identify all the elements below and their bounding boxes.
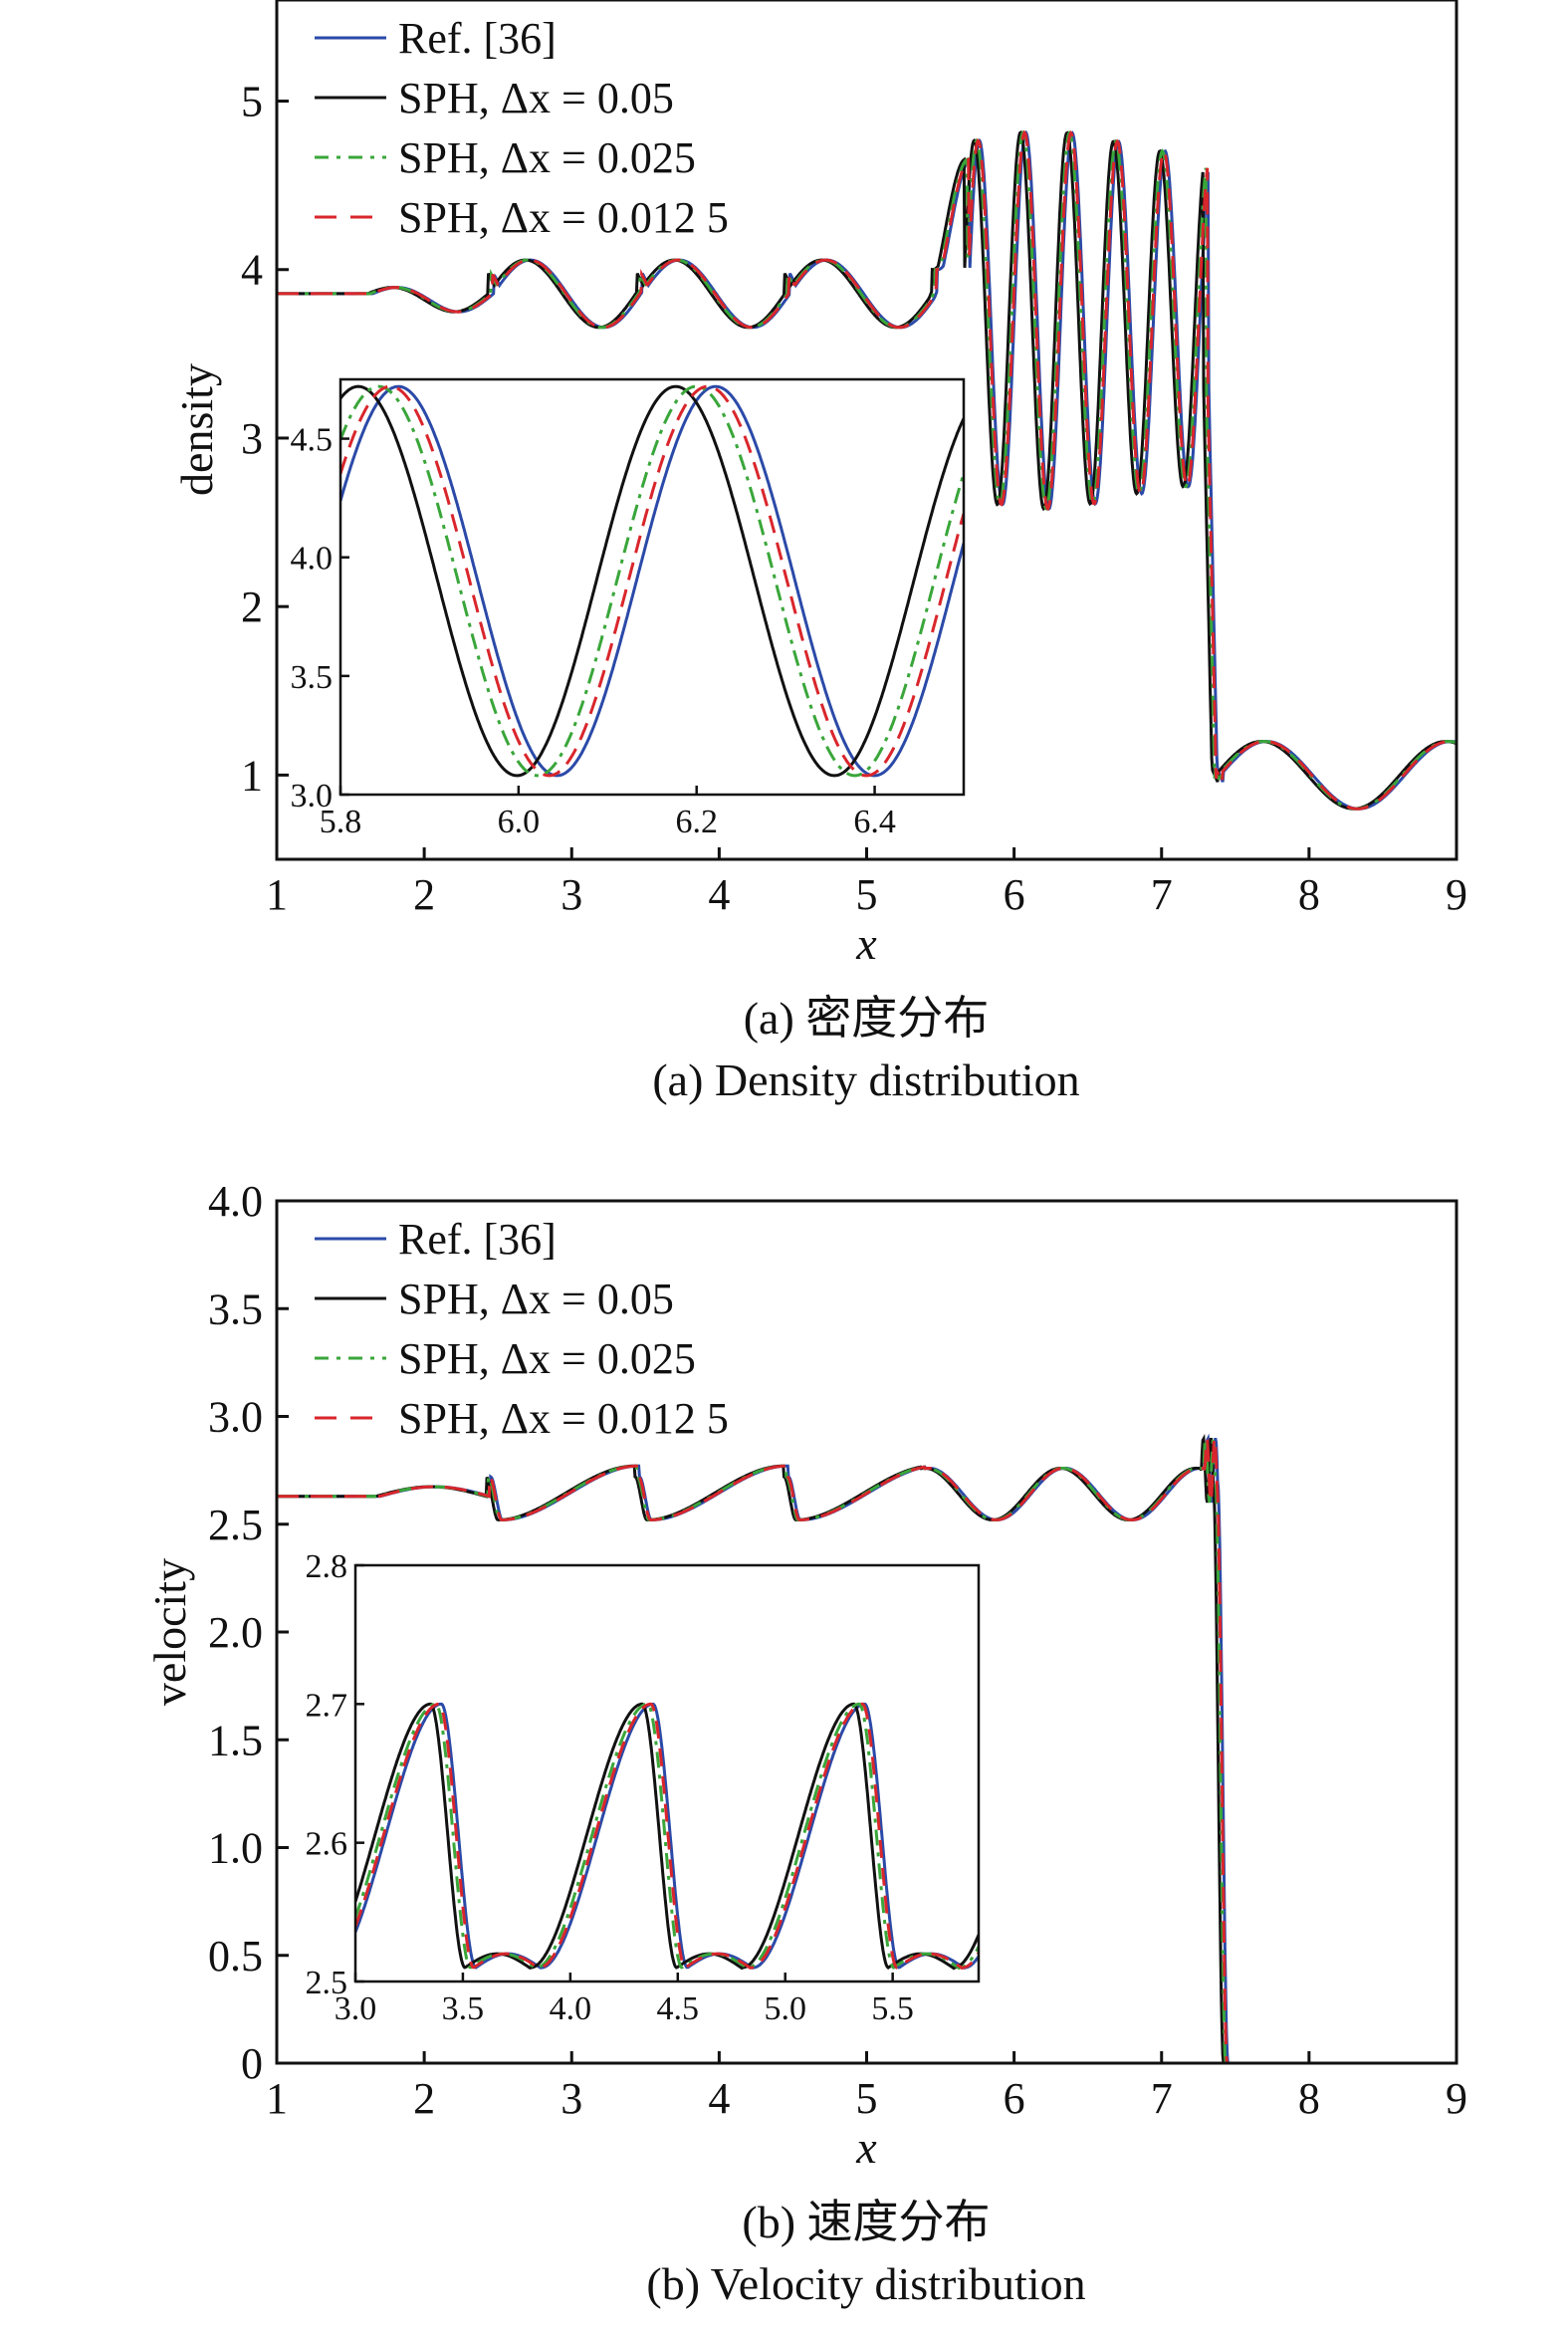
x-tick-label: 9: [1446, 870, 1467, 919]
y-tick-label: 3.5: [208, 1284, 263, 1333]
x-tick-label: 4: [708, 2074, 730, 2123]
caption-cn: (b) 速度分布: [742, 2197, 990, 2247]
inset-y-tick-label: 3.0: [291, 778, 334, 815]
legend: Ref. [36] SPH, Δx = 0.05 SPH, Δx = 0.025 SP…: [315, 14, 729, 242]
inset-x-tick-label: 5.8: [320, 804, 362, 840]
inset-x-tick-label: 6.0: [498, 804, 541, 840]
x-axis-label: x: [855, 918, 877, 969]
inset-x-tick-label: 4.5: [657, 1990, 700, 2027]
inset-frame: [338, 377, 966, 797]
x-tick-label: 6: [1004, 2074, 1025, 2123]
inset-y-tick-label: 2.6: [306, 1826, 348, 1863]
inset-series-line-3: [355, 1702, 979, 1971]
legend-label-2: SPH, Δx = 0.025: [398, 133, 696, 182]
y-axis-label: velocity: [144, 1558, 195, 1706]
y-tick-label: 4.0: [208, 1177, 263, 1226]
inset-background: [340, 379, 964, 795]
y-tick-label: 2.0: [208, 1608, 263, 1657]
y-tick-label: 1: [241, 751, 263, 800]
legend-label-3: SPH, Δx = 0.012 5: [398, 193, 729, 242]
y-tick-label: 0: [241, 2039, 263, 2088]
legend-label-3: SPH, Δx = 0.012 5: [398, 1394, 729, 1443]
inset-series-line-3: [340, 384, 964, 778]
legend-label-0: Ref. [36]: [398, 14, 557, 63]
inset-series-line-1: [340, 384, 964, 778]
inset-x-tick-label: 5.5: [871, 1990, 914, 2027]
x-tick-label: 2: [413, 2074, 435, 2123]
x-tick-label: 7: [1151, 2074, 1173, 2123]
inset-series-line-2: [340, 384, 964, 778]
y-tick-label: 1.5: [208, 1716, 263, 1764]
y-tick-label: 3.0: [208, 1393, 263, 1442]
inset-plot: 3.0 3.5 4.0 4.5 5.0 5.5 2.5 2.6 2.7 2.8: [306, 1548, 981, 2027]
inset-series-line-1: [355, 1702, 979, 1971]
legend-label-0: Ref. [36]: [398, 1215, 557, 1264]
inset-x-tick-label: 4.0: [550, 1990, 592, 2027]
x-tick-label: 9: [1446, 2074, 1467, 2123]
inset-frame: [353, 1563, 981, 1983]
x-tick-label: 3: [560, 2074, 582, 2123]
x-tick-label: 4: [708, 870, 730, 919]
inset-plot: 5.8 6.0 6.2 6.4 3.0 3.5 4.0 4.5: [291, 377, 966, 840]
legend-label-1: SPH, Δx = 0.05: [398, 74, 674, 122]
inset-x-tick-label: 5.0: [764, 1990, 806, 2027]
y-tick-label: 3: [241, 414, 263, 463]
inset-series-line-0: [355, 1702, 979, 1971]
y-tick-label: 2.5: [208, 1501, 263, 1549]
x-tick-label: 7: [1151, 870, 1173, 919]
inset-y-tick-label: 4.0: [291, 541, 334, 578]
inset-x-tick-label: 6.2: [675, 804, 718, 840]
y-tick-label: 1.0: [208, 1824, 263, 1873]
caption-en: (a) Density distribution: [652, 1054, 1079, 1105]
legend: Ref. [36] SPH, Δx = 0.05 SPH, Δx = 0.025 SP…: [315, 1215, 729, 1443]
series-group: [277, 129, 1457, 811]
x-tick-label: 3: [560, 870, 582, 919]
chart-panel-velocity: 1 2 3 4 5 6 7 8 900.51.01.52.02.53.03.54.0xveloc…: [144, 1177, 1467, 2309]
x-tick-label: 1: [266, 2074, 288, 2123]
x-tick-label: 1: [266, 870, 288, 919]
inset-y-tick-label: 2.5: [306, 1965, 348, 2001]
series-line-3: [277, 129, 1457, 811]
x-tick-label: 8: [1298, 2074, 1320, 2123]
y-axis-label: density: [171, 363, 222, 496]
inset-x-tick-label: 3.0: [335, 1990, 377, 2027]
y-tick-label: 2: [241, 583, 263, 631]
x-tick-label: 6: [1004, 870, 1025, 919]
inset-x-tick-label: 3.5: [442, 1990, 485, 2027]
legend-label-2: SPH, Δx = 0.025: [398, 1334, 696, 1383]
inset-x-tick-label: 6.4: [853, 804, 896, 840]
caption-cn: (a) 密度分布: [744, 993, 990, 1044]
y-tick-label: 5: [241, 78, 263, 126]
y-tick-label: 0.5: [208, 1932, 263, 1981]
x-tick-label: 8: [1298, 870, 1320, 919]
x-tick-label: 5: [856, 2074, 878, 2123]
inset-series-line-0: [340, 384, 964, 778]
legend-label-1: SPH, Δx = 0.05: [398, 1275, 674, 1323]
inset-y-tick-label: 2.8: [306, 1548, 348, 1585]
inset-y-tick-label: 3.5: [291, 659, 334, 696]
x-tick-label: 5: [856, 870, 878, 919]
inset-y-tick-label: 4.5: [291, 422, 334, 459]
x-axis-label: x: [855, 2122, 877, 2173]
inset-y-tick-label: 2.7: [306, 1687, 348, 1724]
caption-en: (b) Velocity distribution: [646, 2258, 1085, 2309]
inset-series-line-2: [355, 1702, 979, 1971]
x-tick-label: 2: [413, 870, 435, 919]
y-tick-label: 4: [241, 246, 263, 295]
